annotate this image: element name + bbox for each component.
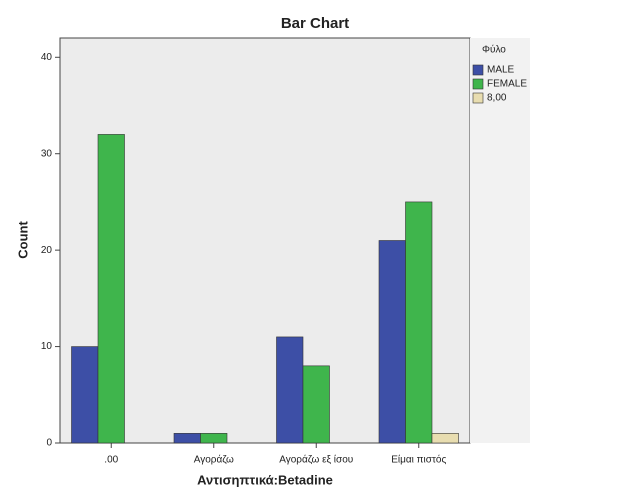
y-tick-label: 10 xyxy=(41,341,53,352)
bar xyxy=(405,201,433,444)
bar xyxy=(302,365,330,444)
y-tick-label: 0 xyxy=(46,438,52,449)
x-tick-label: Αγοράζω xyxy=(194,454,234,466)
x-tick-label: Είμαι πιστός xyxy=(391,454,446,466)
y-axis-title: Count xyxy=(15,221,30,259)
bar xyxy=(378,240,406,444)
chart-title: Bar Chart xyxy=(281,15,349,32)
legend-label: FEMALE xyxy=(487,79,527,90)
legend-label: MALE xyxy=(487,65,515,76)
x-tick-label: .00 xyxy=(104,455,118,466)
legend-swatch xyxy=(472,64,484,76)
bar xyxy=(276,336,304,444)
x-tick-label: Αγοράζω εξ ίσου xyxy=(279,454,353,466)
bar xyxy=(173,433,201,444)
bar xyxy=(200,433,228,444)
bar xyxy=(71,346,99,444)
y-tick-label: 40 xyxy=(41,52,53,63)
x-axis-title: Αντισηπτικά:Betadine xyxy=(197,472,333,487)
y-tick-label: 20 xyxy=(41,245,53,256)
legend-title: Φύλο xyxy=(482,44,506,56)
legend-swatch xyxy=(472,78,484,90)
bar xyxy=(431,433,459,444)
y-tick-label: 30 xyxy=(41,148,53,159)
legend-swatch xyxy=(472,92,484,104)
legend-label: 8,00 xyxy=(487,93,507,104)
bar xyxy=(97,134,125,444)
legend-panel xyxy=(470,38,530,443)
